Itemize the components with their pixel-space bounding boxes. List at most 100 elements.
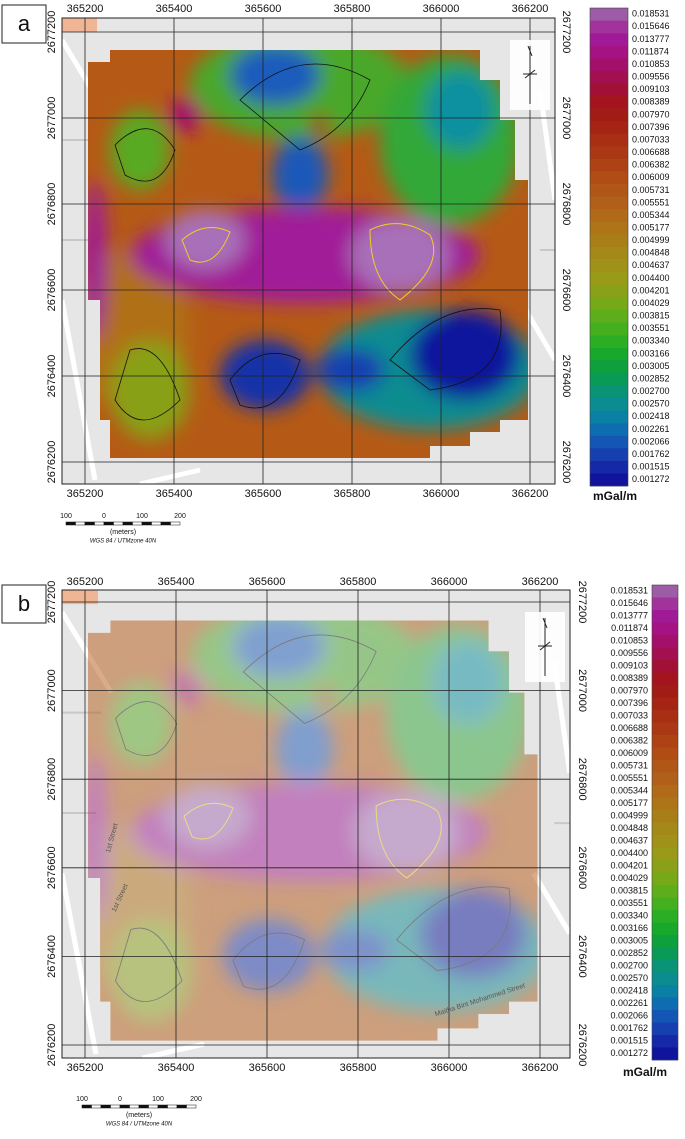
colorbar-label: 0.006688 — [610, 723, 648, 733]
x-tick-label: 365200 — [67, 3, 104, 15]
scale-bar-segment — [141, 521, 152, 526]
y-tick-label: 2677000 — [46, 669, 58, 712]
colorbar-swatch — [652, 947, 678, 961]
colorbar-swatch — [590, 347, 628, 361]
x-tick-label: 365800 — [334, 488, 371, 500]
colorbar-label: 0.006009 — [610, 748, 648, 758]
colorbar-label: 0.002852 — [610, 948, 648, 958]
colorbar-label: 0.009556 — [632, 72, 670, 82]
colorbar-label: 0.008389 — [632, 97, 670, 107]
panel-label: b — [18, 591, 30, 616]
scale-bar-segment — [100, 1104, 111, 1109]
scale-bar-segment — [170, 521, 181, 526]
colorbar-label: 0.002418 — [632, 411, 670, 421]
colorbar-swatch — [652, 1022, 678, 1036]
colorbar-swatch — [652, 622, 678, 636]
colorbar-swatch — [652, 935, 678, 948]
y-tick-label: 2676400 — [560, 355, 572, 398]
scale-bar-label: 0 — [102, 513, 106, 520]
colorbar-label: 0.001272 — [632, 474, 670, 484]
colorbar-label: 0.003005 — [610, 936, 648, 946]
x-tick-label: 365600 — [245, 3, 282, 15]
colorbar-label: 0.004848 — [632, 248, 670, 258]
colorbar-swatch — [590, 360, 628, 374]
crs-label: WGS 84 / UTMzone 40N — [106, 1122, 173, 1128]
colorbar-label: 0.002570 — [610, 973, 648, 983]
scale-bar-segment — [151, 521, 162, 526]
colorbar-label: 0.018531 — [632, 9, 670, 19]
anomaly-map — [70, 30, 540, 470]
y-tick-label: 2676800 — [576, 758, 588, 801]
x-tick-label: 365600 — [249, 576, 286, 588]
colorbar-swatch — [652, 1010, 678, 1023]
scale-bar-segment — [91, 1104, 102, 1109]
colorbar-label: 0.005551 — [632, 197, 670, 207]
colorbar-swatch — [652, 822, 678, 836]
north-arrow-symbol — [523, 45, 537, 104]
colorbar-swatch — [590, 397, 628, 411]
colorbar-label: 0.004999 — [610, 811, 648, 821]
colorbar-swatch — [652, 585, 678, 598]
colorbar-swatch — [652, 960, 678, 973]
scale-bar-label: 100 — [152, 1096, 164, 1103]
colorbar-label: 0.004400 — [632, 273, 670, 283]
colorbar-swatch — [590, 96, 628, 109]
scale-bar-unit: (meters) — [110, 529, 136, 536]
y-tick-label: 2676600 — [560, 269, 572, 312]
colorbar-swatch — [652, 897, 678, 911]
colorbar-label: 0.002066 — [632, 436, 670, 446]
colorbar-label: 0.004201 — [632, 285, 670, 295]
y-tick-label: 2677000 — [560, 97, 572, 140]
colorbar-label: 0.018531 — [610, 586, 648, 596]
scale-bar-segment — [176, 1104, 187, 1109]
colorbar-label: 0.005177 — [632, 223, 670, 233]
colorbar-swatch — [652, 660, 678, 673]
scale-bar-label: 100 — [60, 513, 72, 520]
scale-bar-segment — [157, 1104, 168, 1109]
colorbar-label: 0.001515 — [610, 1036, 648, 1046]
scale-bar-segment — [103, 521, 114, 526]
colorbar-swatch — [652, 810, 678, 823]
colorbar-label: 0.007396 — [632, 122, 670, 132]
colorbar-swatch — [652, 772, 678, 786]
colorbar-swatch — [652, 710, 678, 723]
north-arrow — [525, 612, 565, 682]
colorbar-label: 0.005344 — [632, 210, 670, 220]
colorbar-swatch — [590, 58, 628, 72]
y-tick-label: 2677200 — [560, 11, 572, 54]
colorbar-swatch — [590, 284, 628, 298]
colorbar-swatch — [652, 985, 678, 998]
colorbar-swatch — [590, 121, 628, 135]
scale-bar-label: 100 — [76, 1096, 88, 1103]
colorbar-swatch — [590, 209, 628, 223]
scale-bar-unit: (meters) — [126, 1112, 152, 1119]
colorbar-label: 0.007033 — [610, 711, 648, 721]
scale-bar-segment — [167, 1104, 178, 1109]
colorbar-label: 0.006688 — [632, 147, 670, 157]
x-tick-label: 365200 — [67, 1062, 104, 1074]
colorbar-swatch — [652, 647, 678, 661]
y-tick-label: 2676600 — [46, 269, 58, 312]
panel-label-box — [1, 584, 47, 624]
colorbar-label: 0.002570 — [632, 399, 670, 409]
colorbar-label: 0.011874 — [632, 46, 669, 56]
colorbar-label: 0.005551 — [610, 773, 648, 783]
colorbar-label: 0.003166 — [632, 348, 670, 358]
colorbar-swatch — [590, 33, 628, 47]
colorbar-label: 0.001272 — [610, 1048, 648, 1058]
colorbar-swatch — [652, 847, 678, 861]
colorbar-swatch — [590, 171, 628, 185]
colorbar-label: 0.001515 — [632, 462, 670, 472]
colorbar-swatch — [652, 910, 678, 923]
colorbar-label: 0.003815 — [610, 886, 648, 896]
x-tick-label: 365400 — [156, 488, 193, 500]
colorbar-label: 0.005344 — [610, 786, 648, 796]
colorbar-swatch — [590, 247, 628, 260]
colorbar-label: 0.001762 — [610, 1023, 648, 1033]
colorbar-label: 0.010853 — [632, 59, 670, 69]
colorbar-label: 0.002700 — [632, 386, 670, 396]
colorbar-label: 0.002066 — [610, 1011, 648, 1021]
scale-bar-segment — [75, 521, 86, 526]
colorbar-swatch — [652, 785, 678, 798]
colorbar-swatch — [652, 922, 678, 936]
